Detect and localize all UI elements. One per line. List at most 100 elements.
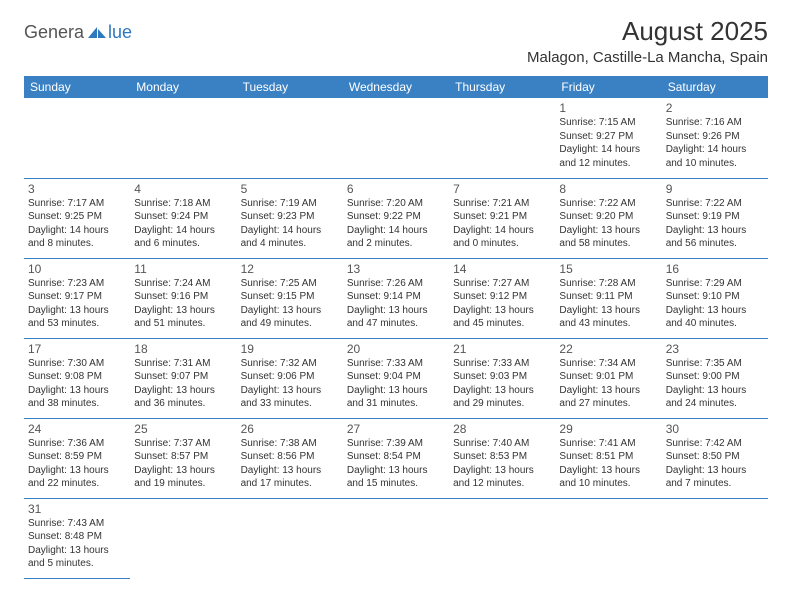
day-number: 16 — [666, 262, 764, 276]
sun-info: Sunrise: 7:34 AMSunset: 9:01 PMDaylight:… — [559, 357, 657, 411]
day-cell-10: 10Sunrise: 7:23 AMSunset: 9:17 PMDayligh… — [24, 258, 130, 338]
sun-info: Sunrise: 7:22 AMSunset: 9:20 PMDaylight:… — [559, 197, 657, 251]
day-cell-22: 22Sunrise: 7:34 AMSunset: 9:01 PMDayligh… — [555, 338, 661, 418]
day-header-tuesday: Tuesday — [237, 76, 343, 98]
day-cell-24: 24Sunrise: 7:36 AMSunset: 8:59 PMDayligh… — [24, 418, 130, 498]
empty-cell — [449, 98, 555, 178]
day-cell-12: 12Sunrise: 7:25 AMSunset: 9:15 PMDayligh… — [237, 258, 343, 338]
day-cell-15: 15Sunrise: 7:28 AMSunset: 9:11 PMDayligh… — [555, 258, 661, 338]
sun-info: Sunrise: 7:30 AMSunset: 9:08 PMDaylight:… — [28, 357, 126, 411]
day-number: 28 — [453, 422, 551, 436]
sun-info: Sunrise: 7:36 AMSunset: 8:59 PMDaylight:… — [28, 437, 126, 491]
day-header-sunday: Sunday — [24, 76, 130, 98]
day-number: 5 — [241, 182, 339, 196]
location: Malagon, Castille-La Mancha, Spain — [527, 49, 768, 66]
calendar-row: 10Sunrise: 7:23 AMSunset: 9:17 PMDayligh… — [24, 258, 768, 338]
empty-cell — [662, 498, 768, 578]
day-cell-30: 30Sunrise: 7:42 AMSunset: 8:50 PMDayligh… — [662, 418, 768, 498]
sun-info: Sunrise: 7:26 AMSunset: 9:14 PMDaylight:… — [347, 277, 445, 331]
day-number: 13 — [347, 262, 445, 276]
day-number: 18 — [134, 342, 232, 356]
sun-info: Sunrise: 7:24 AMSunset: 9:16 PMDaylight:… — [134, 277, 232, 331]
empty-cell — [343, 98, 449, 178]
day-number: 31 — [28, 502, 126, 516]
day-cell-1: 1Sunrise: 7:15 AMSunset: 9:27 PMDaylight… — [555, 98, 661, 178]
sun-info: Sunrise: 7:32 AMSunset: 9:06 PMDaylight:… — [241, 357, 339, 411]
header: Genera lue August 2025 Malagon, Castille… — [24, 16, 768, 66]
day-number: 12 — [241, 262, 339, 276]
day-number: 8 — [559, 182, 657, 196]
empty-cell — [343, 498, 449, 578]
day-cell-3: 3Sunrise: 7:17 AMSunset: 9:25 PMDaylight… — [24, 178, 130, 258]
day-number: 2 — [666, 101, 764, 115]
sun-info: Sunrise: 7:40 AMSunset: 8:53 PMDaylight:… — [453, 437, 551, 491]
day-cell-17: 17Sunrise: 7:30 AMSunset: 9:08 PMDayligh… — [24, 338, 130, 418]
day-number: 14 — [453, 262, 551, 276]
sun-info: Sunrise: 7:39 AMSunset: 8:54 PMDaylight:… — [347, 437, 445, 491]
day-cell-4: 4Sunrise: 7:18 AMSunset: 9:24 PMDaylight… — [130, 178, 236, 258]
day-header-row: SundayMondayTuesdayWednesdayThursdayFrid… — [24, 76, 768, 98]
sun-info: Sunrise: 7:33 AMSunset: 9:04 PMDaylight:… — [347, 357, 445, 411]
day-number: 9 — [666, 182, 764, 196]
day-number: 24 — [28, 422, 126, 436]
day-cell-18: 18Sunrise: 7:31 AMSunset: 9:07 PMDayligh… — [130, 338, 236, 418]
sun-info: Sunrise: 7:16 AMSunset: 9:26 PMDaylight:… — [666, 116, 764, 170]
sun-info: Sunrise: 7:42 AMSunset: 8:50 PMDaylight:… — [666, 437, 764, 491]
logo-text-general: Genera — [24, 22, 84, 43]
sun-info: Sunrise: 7:31 AMSunset: 9:07 PMDaylight:… — [134, 357, 232, 411]
day-cell-25: 25Sunrise: 7:37 AMSunset: 8:57 PMDayligh… — [130, 418, 236, 498]
sun-info: Sunrise: 7:25 AMSunset: 9:15 PMDaylight:… — [241, 277, 339, 331]
sun-info: Sunrise: 7:19 AMSunset: 9:23 PMDaylight:… — [241, 197, 339, 251]
month-title: August 2025 — [527, 16, 768, 47]
day-cell-2: 2Sunrise: 7:16 AMSunset: 9:26 PMDaylight… — [662, 98, 768, 178]
sun-info: Sunrise: 7:35 AMSunset: 9:00 PMDaylight:… — [666, 357, 764, 411]
day-number: 21 — [453, 342, 551, 356]
day-header-monday: Monday — [130, 76, 236, 98]
sail-icon — [86, 26, 108, 40]
logo: Genera lue — [24, 16, 132, 43]
day-cell-6: 6Sunrise: 7:20 AMSunset: 9:22 PMDaylight… — [343, 178, 449, 258]
sun-info: Sunrise: 7:22 AMSunset: 9:19 PMDaylight:… — [666, 197, 764, 251]
empty-cell — [237, 98, 343, 178]
calendar-table: SundayMondayTuesdayWednesdayThursdayFrid… — [24, 76, 768, 579]
calendar-row: 3Sunrise: 7:17 AMSunset: 9:25 PMDaylight… — [24, 178, 768, 258]
sun-info: Sunrise: 7:21 AMSunset: 9:21 PMDaylight:… — [453, 197, 551, 251]
day-cell-27: 27Sunrise: 7:39 AMSunset: 8:54 PMDayligh… — [343, 418, 449, 498]
day-number: 26 — [241, 422, 339, 436]
day-cell-9: 9Sunrise: 7:22 AMSunset: 9:19 PMDaylight… — [662, 178, 768, 258]
day-number: 6 — [347, 182, 445, 196]
day-header-saturday: Saturday — [662, 76, 768, 98]
empty-cell — [449, 498, 555, 578]
sun-info: Sunrise: 7:38 AMSunset: 8:56 PMDaylight:… — [241, 437, 339, 491]
day-cell-14: 14Sunrise: 7:27 AMSunset: 9:12 PMDayligh… — [449, 258, 555, 338]
day-cell-23: 23Sunrise: 7:35 AMSunset: 9:00 PMDayligh… — [662, 338, 768, 418]
day-number: 19 — [241, 342, 339, 356]
day-cell-31: 31Sunrise: 7:43 AMSunset: 8:48 PMDayligh… — [24, 498, 130, 578]
day-header-thursday: Thursday — [449, 76, 555, 98]
day-cell-16: 16Sunrise: 7:29 AMSunset: 9:10 PMDayligh… — [662, 258, 768, 338]
day-number: 4 — [134, 182, 232, 196]
title-block: August 2025 Malagon, Castille-La Mancha,… — [527, 16, 768, 66]
day-cell-13: 13Sunrise: 7:26 AMSunset: 9:14 PMDayligh… — [343, 258, 449, 338]
day-number: 27 — [347, 422, 445, 436]
day-number: 17 — [28, 342, 126, 356]
sun-info: Sunrise: 7:37 AMSunset: 8:57 PMDaylight:… — [134, 437, 232, 491]
sun-info: Sunrise: 7:28 AMSunset: 9:11 PMDaylight:… — [559, 277, 657, 331]
day-cell-7: 7Sunrise: 7:21 AMSunset: 9:21 PMDaylight… — [449, 178, 555, 258]
day-cell-28: 28Sunrise: 7:40 AMSunset: 8:53 PMDayligh… — [449, 418, 555, 498]
day-cell-5: 5Sunrise: 7:19 AMSunset: 9:23 PMDaylight… — [237, 178, 343, 258]
day-number: 25 — [134, 422, 232, 436]
day-number: 10 — [28, 262, 126, 276]
sun-info: Sunrise: 7:23 AMSunset: 9:17 PMDaylight:… — [28, 277, 126, 331]
empty-cell — [24, 98, 130, 178]
day-number: 1 — [559, 101, 657, 115]
sun-info: Sunrise: 7:20 AMSunset: 9:22 PMDaylight:… — [347, 197, 445, 251]
day-number: 23 — [666, 342, 764, 356]
day-cell-8: 8Sunrise: 7:22 AMSunset: 9:20 PMDaylight… — [555, 178, 661, 258]
day-cell-11: 11Sunrise: 7:24 AMSunset: 9:16 PMDayligh… — [130, 258, 236, 338]
sun-info: Sunrise: 7:15 AMSunset: 9:27 PMDaylight:… — [559, 116, 657, 170]
calendar-row: 17Sunrise: 7:30 AMSunset: 9:08 PMDayligh… — [24, 338, 768, 418]
empty-cell — [130, 98, 236, 178]
sun-info: Sunrise: 7:17 AMSunset: 9:25 PMDaylight:… — [28, 197, 126, 251]
day-cell-19: 19Sunrise: 7:32 AMSunset: 9:06 PMDayligh… — [237, 338, 343, 418]
